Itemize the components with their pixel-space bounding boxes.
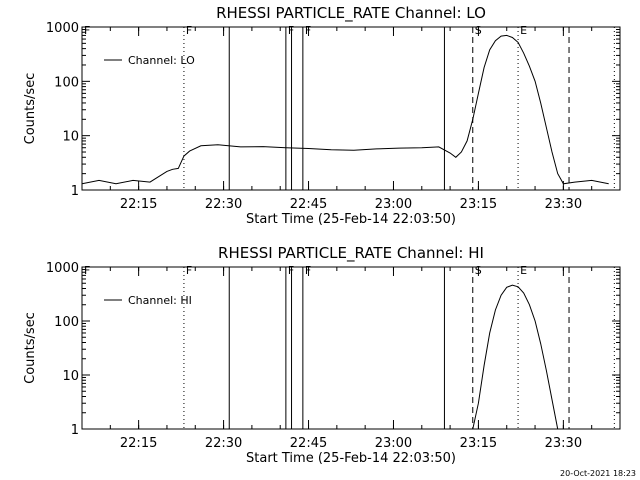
series-line xyxy=(472,284,559,430)
y-tick-label: 10 xyxy=(62,369,79,384)
y-tick-label: 100 xyxy=(54,75,79,90)
x-tick-label: 22:30 xyxy=(205,436,242,451)
x-tick-label: 23:15 xyxy=(460,436,497,451)
y-tick-label: 1 xyxy=(71,423,79,438)
x-tick-label: 23:30 xyxy=(545,436,582,451)
y-axis-label: Counts/sec xyxy=(23,73,38,145)
event-marker-label: E xyxy=(520,24,527,37)
event-marker-label: S xyxy=(475,264,482,277)
event-marker-label: E xyxy=(520,264,527,277)
x-tick-label: 22:45 xyxy=(290,436,327,451)
series-line xyxy=(81,34,609,185)
y-axis-label: Counts/sec xyxy=(23,312,38,384)
event-marker-label: F xyxy=(305,24,311,37)
x-axis-label: Start Time (25-Feb-14 22:03:50) xyxy=(246,212,456,227)
event-marker-label: S xyxy=(475,24,482,37)
event-marker-label: F xyxy=(84,24,90,37)
y-tick-label: 10 xyxy=(62,130,79,145)
x-tick-label: 23:30 xyxy=(545,197,582,212)
plot-frame xyxy=(81,266,621,430)
y-tick-label: 1000 xyxy=(46,21,79,36)
x-tick-label: 22:15 xyxy=(120,436,157,451)
x-tick-label: 23:00 xyxy=(375,436,412,451)
event-marker-label: F xyxy=(186,264,192,277)
chart-title: RHESSI PARTICLE_RATE Channel: HI xyxy=(218,244,484,263)
x-tick-label: 22:15 xyxy=(120,197,157,212)
event-marker-label: F xyxy=(84,264,90,277)
x-tick-label: 23:15 xyxy=(460,197,497,212)
generation-timestamp: 20-Oct-2021 18:23 xyxy=(560,469,636,478)
y-tick-label: 1 xyxy=(71,184,79,199)
y-tick-label: 100 xyxy=(54,315,79,330)
chart-title: RHESSI PARTICLE_RATE Channel: LO xyxy=(216,4,486,23)
event-marker-label: F xyxy=(305,264,311,277)
x-tick-label: 22:45 xyxy=(290,197,327,212)
x-tick-label: 22:30 xyxy=(205,197,242,212)
y-tick-label: 1000 xyxy=(46,261,79,276)
event-marker-label: F xyxy=(186,24,192,37)
legend-entry: Channel: HI xyxy=(128,294,192,307)
x-axis-label: Start Time (25-Feb-14 22:03:50) xyxy=(246,451,456,466)
x-tick-label: 23:00 xyxy=(375,197,412,212)
plot-frame xyxy=(81,26,621,191)
legend-entry: Channel: LO xyxy=(128,54,195,67)
